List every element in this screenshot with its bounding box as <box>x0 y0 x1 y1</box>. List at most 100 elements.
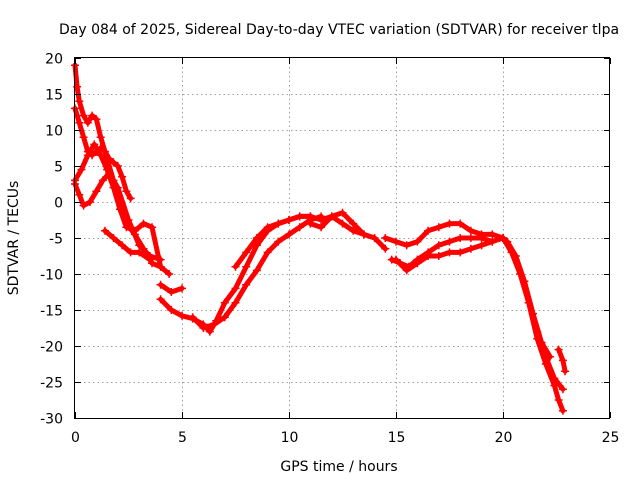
y-tick-label: -20 <box>40 340 63 356</box>
data-point <box>370 234 379 242</box>
series-layer <box>71 61 570 415</box>
data-point <box>220 298 229 307</box>
data-point <box>156 255 165 264</box>
data-point <box>520 277 529 286</box>
data-point <box>100 226 109 235</box>
data-point <box>285 216 293 224</box>
data-point <box>263 248 272 257</box>
data-point <box>466 234 475 242</box>
series-band <box>393 239 495 273</box>
data-point <box>306 212 315 221</box>
data-point <box>178 284 186 293</box>
series-track-7 <box>156 280 186 296</box>
data-point <box>118 241 127 250</box>
data-point <box>274 219 283 228</box>
data-point <box>231 284 240 293</box>
data-point <box>456 234 465 242</box>
data-point <box>466 244 475 253</box>
data-point <box>477 241 486 250</box>
data-point <box>434 241 443 250</box>
data-point <box>85 198 94 206</box>
series-track-16 <box>533 327 567 394</box>
data-point <box>92 115 101 124</box>
x-tick-label: 25 <box>602 430 620 446</box>
chart-title: Day 084 of 2025, Sidereal Day-to-day VTE… <box>59 22 619 38</box>
data-point <box>413 259 422 268</box>
data-point <box>126 248 135 257</box>
series-track-14 <box>499 234 567 415</box>
data-point <box>434 223 443 232</box>
data-point <box>424 226 433 235</box>
data-point <box>98 176 107 185</box>
data-point <box>92 187 101 196</box>
data-point <box>445 219 454 228</box>
y-tick-label: 10 <box>45 124 63 140</box>
data-point <box>445 237 454 246</box>
data-point <box>402 241 411 250</box>
data-point <box>392 237 400 246</box>
data-point <box>295 223 304 232</box>
data-point <box>488 237 497 246</box>
series-track-10 <box>306 208 368 239</box>
data-point <box>285 230 293 239</box>
y-tick-label: 15 <box>45 88 63 104</box>
series-track-2 <box>71 104 135 203</box>
data-point <box>83 151 92 160</box>
data-point <box>100 147 109 156</box>
data-point <box>295 212 304 221</box>
data-point <box>126 194 135 203</box>
data-point <box>242 248 251 257</box>
data-point <box>381 244 390 253</box>
data-point <box>558 385 567 394</box>
data-point <box>381 234 390 242</box>
data-point <box>558 356 567 365</box>
data-point <box>528 309 537 318</box>
data-point <box>252 234 261 242</box>
x-tick-label: 0 <box>71 430 80 446</box>
data-point <box>165 270 174 278</box>
data-point <box>349 226 358 235</box>
data-point <box>139 219 148 228</box>
data-point <box>156 262 165 271</box>
data-point <box>359 230 368 239</box>
x-tick-label: 15 <box>388 430 406 446</box>
data-point <box>554 345 563 354</box>
x-tick-label: 10 <box>281 430 299 446</box>
data-point <box>83 118 92 127</box>
data-point <box>210 320 219 329</box>
y-axis-title: SDTVAR / TECUs <box>6 181 22 296</box>
data-point <box>109 234 118 242</box>
data-point <box>413 237 422 246</box>
data-point <box>156 280 165 289</box>
data-point <box>338 208 347 217</box>
series-band <box>534 329 566 392</box>
data-point <box>167 288 176 296</box>
data-point <box>466 226 475 235</box>
data-point <box>135 241 144 250</box>
data-point <box>220 313 229 322</box>
data-point <box>242 262 251 271</box>
x-tick-label: 5 <box>178 430 187 446</box>
data-point <box>113 183 122 192</box>
data-point <box>317 223 326 232</box>
y-tick-label: 0 <box>54 196 63 212</box>
x-axis-title: GPS time / hours <box>280 459 397 475</box>
data-point <box>550 374 559 383</box>
data-point <box>402 266 411 275</box>
data-point <box>105 169 114 178</box>
data-point <box>79 201 88 210</box>
data-point <box>511 252 520 260</box>
data-point <box>252 266 261 275</box>
data-point <box>88 111 97 120</box>
data-point <box>156 295 165 304</box>
tick-layer <box>75 58 611 419</box>
data-point <box>274 237 283 246</box>
label-layer: 0 5 10 15 20 25 20 15 10 5 0 -5 -10 -15 -20 -25 -30 <box>40 52 619 447</box>
data-point <box>488 230 497 239</box>
data-point <box>96 151 105 160</box>
data-point <box>554 396 563 404</box>
data-point <box>167 306 176 314</box>
data-point <box>456 219 465 228</box>
